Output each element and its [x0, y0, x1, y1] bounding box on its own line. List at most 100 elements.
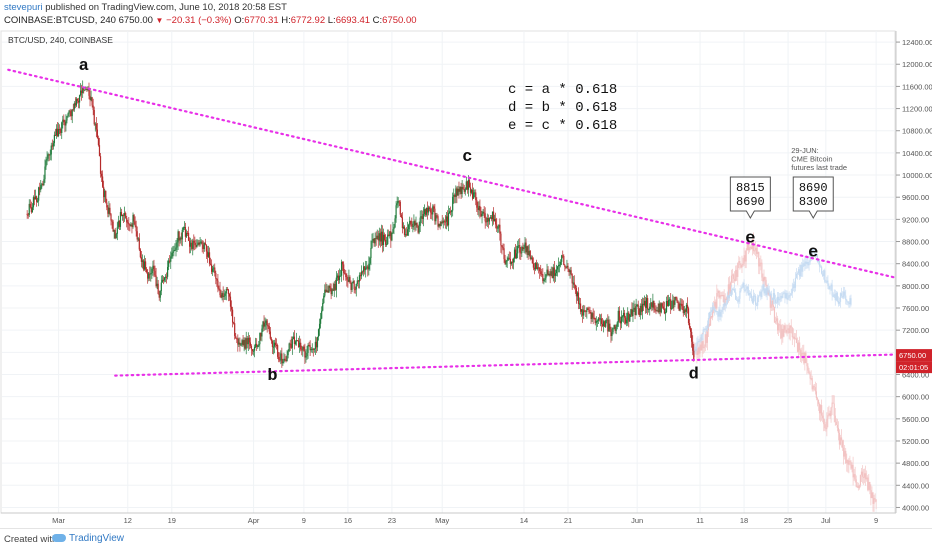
projection-blue-candle-body: [715, 310, 717, 312]
candle-body: [676, 298, 678, 302]
candle-body: [691, 331, 693, 342]
candle-body: [159, 291, 161, 298]
projection-red-candle-body: [868, 482, 870, 490]
candle-body: [212, 268, 214, 272]
projection-red-candle-body: [709, 315, 712, 326]
projection-blue-candle-body: [840, 293, 843, 297]
projection-blue-candle-body: [831, 284, 833, 296]
projection-blue-candle-body: [697, 340, 699, 343]
projection-red-candle-body: [701, 341, 703, 351]
candle-body: [69, 110, 71, 112]
projection-red-candle-body: [791, 327, 793, 338]
projection-red-candle-body: [706, 329, 708, 343]
candle-body: [347, 279, 349, 282]
candle-body: [222, 293, 224, 297]
trendline: [114, 353, 897, 377]
projection-red-candle-body: [848, 460, 850, 465]
projection-red-candle-body: [858, 485, 860, 488]
projection-red-candle-body: [855, 479, 857, 487]
projection-red-candle-body: [860, 471, 863, 475]
candle-body: [248, 337, 250, 343]
projection-blue-candle-body: [826, 280, 828, 283]
projection-blue-candle-body: [838, 301, 841, 304]
x-tick-label: 21: [564, 516, 572, 525]
candle-body: [472, 189, 474, 199]
candle-body: [260, 332, 262, 337]
candle-body: [299, 342, 301, 348]
projection-blue-candle-body: [727, 295, 729, 299]
candle-body: [397, 201, 399, 204]
projection-blue-candle-body: [694, 349, 696, 351]
projection-red-candle-body: [870, 490, 872, 498]
candle-body: [154, 270, 156, 276]
projection-red-candle-body: [799, 342, 801, 351]
price-chart[interactable]: a b c d e e c = a * 0.618 d = b * 0.618 e = c * …: [0, 0, 932, 528]
candle-body: [495, 218, 497, 225]
candle-body: [261, 328, 263, 337]
candle-body: [334, 283, 336, 290]
candle-body: [679, 303, 681, 311]
projection-blue-candle-body: [799, 269, 801, 277]
projection-red-candle-body: [797, 342, 800, 352]
candle-body: [53, 134, 56, 144]
candle-body: [521, 246, 523, 253]
candle-body: [600, 318, 603, 324]
author-link[interactable]: stevepuri: [4, 2, 43, 13]
symbol-label: COINBASE:BTCUSD, 240: [4, 15, 116, 26]
candle-body: [429, 207, 431, 210]
projection-blue-candle-body: [696, 342, 698, 347]
candle-body: [625, 317, 627, 324]
candle-body: [167, 266, 169, 277]
candle-body: [447, 213, 450, 226]
projection-red-candle-body: [850, 461, 852, 469]
ohlc-line: COINBASE:BTCUSD, 240 6750.00 ▼ −20.31 (−…: [4, 15, 417, 26]
candle-body: [257, 345, 259, 347]
candle-body: [226, 289, 228, 291]
price-change: −20.31 (−0.3%): [166, 15, 232, 26]
projection-blue-candle-body: [710, 310, 713, 312]
projection-blue-candle-body: [750, 294, 753, 299]
candle-body: [335, 277, 337, 290]
candle-body: [193, 240, 195, 243]
candle-body: [282, 362, 284, 364]
x-tick-label: May: [435, 516, 449, 525]
candle-body: [284, 358, 286, 361]
candle-body: [394, 218, 396, 228]
x-tick-label: 25: [784, 516, 792, 525]
projection-blue-candle-body: [788, 295, 790, 299]
candle-body: [581, 309, 583, 312]
projection-blue-candle-body: [841, 296, 844, 298]
projection-red-candle-body: [744, 255, 746, 262]
projection-blue-candle-body: [741, 287, 743, 289]
projection-blue-candle-body: [783, 292, 785, 294]
candle-body: [185, 232, 188, 237]
time-axis[interactable]: Mar 12 19 Apr 9 16 23 May 14 21 Jun 11 18 25 Jul 9: [52, 516, 878, 525]
candle-body: [207, 252, 210, 257]
projection-red-candle-body: [725, 298, 727, 300]
price-axis[interactable]: 4000.00 4400.00 4800.00 5200.00 5600.00 6000.…: [896, 38, 932, 512]
projection-red-candle-body: [816, 398, 819, 400]
candle-body: [677, 301, 679, 304]
note-text: futures last trade: [791, 163, 847, 172]
candle-body: [586, 308, 588, 312]
projection-blue-candle-body: [738, 298, 740, 302]
candle-body: [30, 207, 32, 213]
projection-blue-candle-body: [709, 311, 712, 313]
tradingview-logo[interactable]: TradingView: [52, 533, 124, 544]
projection-red-candle-body: [703, 346, 705, 349]
projection-blue-candle-body: [753, 295, 756, 297]
candle-body: [418, 225, 420, 233]
candle-body: [506, 260, 508, 262]
candle-body: [560, 261, 562, 265]
publish-line: stevepuri published on TradingView.com, …: [4, 2, 287, 13]
candle-body: [311, 348, 313, 350]
candle-body: [436, 215, 438, 217]
candle-body: [631, 309, 633, 317]
projection-red-candle-body: [788, 328, 790, 334]
candle-body: [215, 273, 217, 279]
projection-red-candle-body: [764, 276, 766, 280]
candle-body: [572, 282, 574, 284]
projection-blue-candle-body: [805, 261, 807, 265]
candle-body: [414, 221, 416, 226]
candle-body: [359, 275, 362, 277]
